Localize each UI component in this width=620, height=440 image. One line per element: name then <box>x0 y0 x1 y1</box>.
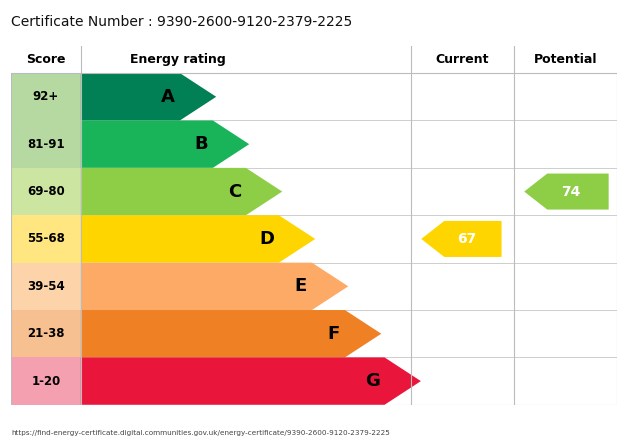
Text: 39-54: 39-54 <box>27 280 65 293</box>
Text: 69-80: 69-80 <box>27 185 65 198</box>
Text: 55-68: 55-68 <box>27 232 65 246</box>
Text: 1-20: 1-20 <box>32 374 61 388</box>
Bar <box>11 263 81 310</box>
Bar <box>11 73 81 121</box>
Text: 92+: 92+ <box>33 90 59 103</box>
Text: G: G <box>365 372 379 390</box>
Text: 67: 67 <box>456 232 476 246</box>
Bar <box>11 357 81 405</box>
Text: Current: Current <box>436 53 489 66</box>
Polygon shape <box>525 173 609 209</box>
Text: E: E <box>295 277 307 295</box>
Text: 21-38: 21-38 <box>27 327 64 340</box>
Polygon shape <box>81 310 381 357</box>
Text: F: F <box>328 325 340 343</box>
Text: https://find-energy-certificate.digital.communities.gov.uk/energy-certificate/93: https://find-energy-certificate.digital.… <box>11 430 390 436</box>
Text: B: B <box>195 135 208 153</box>
Polygon shape <box>81 263 348 310</box>
Polygon shape <box>81 168 282 215</box>
Text: Energy rating: Energy rating <box>130 53 226 66</box>
Text: Score: Score <box>26 53 66 66</box>
Polygon shape <box>421 221 502 257</box>
Polygon shape <box>81 73 216 121</box>
Polygon shape <box>81 121 249 168</box>
Bar <box>11 121 81 168</box>
Text: A: A <box>161 88 175 106</box>
Text: 81-91: 81-91 <box>27 138 65 150</box>
Text: D: D <box>259 230 274 248</box>
Text: 74: 74 <box>562 184 581 198</box>
Text: Potential: Potential <box>534 53 597 66</box>
Bar <box>11 215 81 263</box>
Text: C: C <box>228 183 241 201</box>
Bar <box>11 310 81 357</box>
Text: Certificate Number : 9390-2600-9120-2379-2225: Certificate Number : 9390-2600-9120-2379… <box>11 15 352 29</box>
Bar <box>11 168 81 215</box>
Polygon shape <box>81 215 315 263</box>
Polygon shape <box>81 357 421 405</box>
